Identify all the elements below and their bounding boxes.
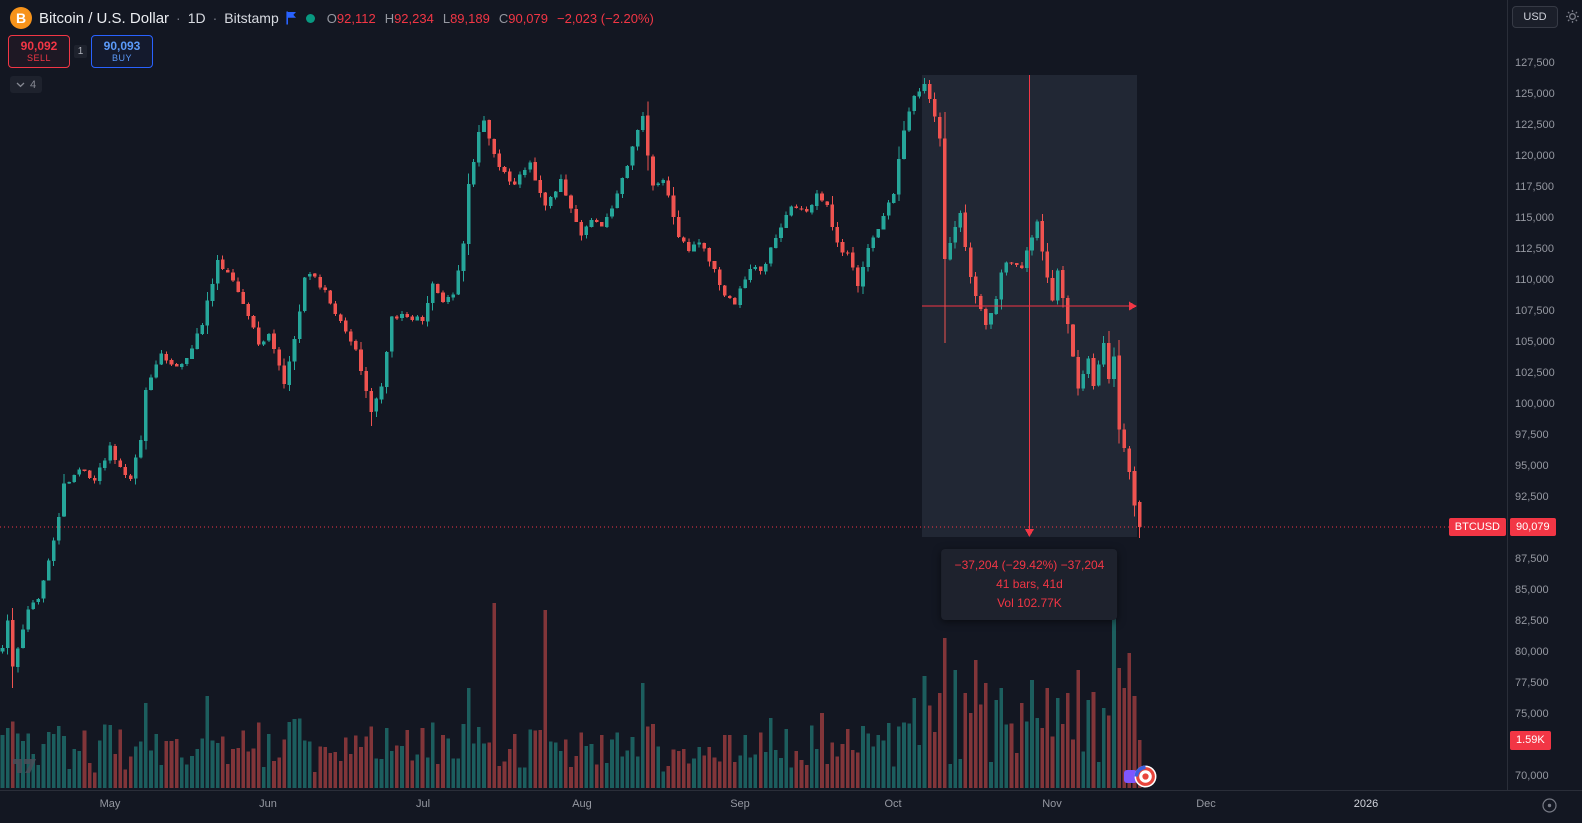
settings-gear-icon[interactable] bbox=[1565, 9, 1580, 29]
price-tick-list: 127,500 125,000 122,500 120,000 117,500 115,0… bbox=[1508, 0, 1582, 790]
buy-button[interactable]: 90,093 BUY bbox=[91, 35, 153, 68]
crosshair-target-icon[interactable] bbox=[1541, 797, 1558, 819]
price-tick-label: 92,500 bbox=[1515, 490, 1549, 503]
measure-tooltip: −37,204 (−29.42%) −37,204 41 bars, 41d V… bbox=[941, 549, 1118, 621]
time-tick-label: May bbox=[99, 798, 121, 810]
chevron-down-icon bbox=[16, 82, 25, 88]
price-tick-label: 125,000 bbox=[1515, 87, 1555, 100]
legend-collapse-toggle[interactable]: 4 bbox=[10, 76, 43, 93]
bitcoin-logo-icon: B bbox=[10, 7, 32, 29]
price-tick-label: 110,000 bbox=[1515, 273, 1554, 286]
low-label: L bbox=[442, 10, 451, 26]
price-tick-label: 127,500 bbox=[1515, 56, 1555, 69]
collapsed-count: 4 bbox=[30, 78, 37, 91]
time-axis[interactable]: May Jun Jul Aug Sep Oct Nov Dec 2026 bbox=[0, 790, 1582, 823]
currency-toggle-button[interactable]: USD bbox=[1512, 6, 1558, 28]
price-tick-label: 120,000 bbox=[1515, 149, 1555, 162]
high-value: 92,234 bbox=[394, 10, 434, 26]
trade-widget: 90,092 SELL 1 90,093 BUY bbox=[8, 35, 153, 68]
high-label: H bbox=[384, 10, 395, 26]
time-tick-label: 2026 bbox=[1353, 798, 1379, 810]
price-tick-label: 117,500 bbox=[1515, 180, 1554, 193]
legend-separator: · bbox=[176, 10, 181, 26]
time-tick-label: Jun bbox=[259, 798, 277, 810]
time-tick-label: Aug bbox=[572, 798, 592, 810]
time-tick-list: May Jun Jul Aug Sep Oct Nov Dec 2026 bbox=[0, 791, 1582, 823]
price-tick-label: 97,500 bbox=[1515, 428, 1549, 441]
tradingview-logo[interactable] bbox=[12, 756, 42, 781]
price-tick-label: 82,500 bbox=[1515, 615, 1549, 628]
sell-button[interactable]: 90,092 SELL bbox=[8, 35, 70, 68]
time-tick-label: Sep bbox=[730, 798, 750, 810]
sell-label: SELL bbox=[26, 53, 52, 63]
price-tick-label: 87,500 bbox=[1515, 552, 1549, 565]
volume-value-tag: 1.59K bbox=[1510, 731, 1551, 750]
price-tick-label: 70,000 bbox=[1515, 770, 1549, 783]
time-tick-label: Nov bbox=[1042, 798, 1062, 810]
change-value: −2,023 (−2.20%) bbox=[557, 10, 654, 26]
spread-value: 1 bbox=[73, 45, 88, 58]
symbol-price-flag: BTCUSD bbox=[1448, 518, 1506, 536]
buy-price: 90,093 bbox=[103, 39, 141, 53]
market-status-icon[interactable] bbox=[305, 13, 315, 23]
ohlc-readout: O92,112 H92,234 L89,189 C90,079 −2,023 (… bbox=[327, 11, 654, 26]
measure-price-change: −37,204 (−29.42%) −37,204 bbox=[954, 558, 1105, 573]
interval-label[interactable]: 1D bbox=[187, 10, 206, 26]
buy-label: BUY bbox=[111, 53, 132, 63]
price-tick-label: 85,000 bbox=[1515, 584, 1549, 596]
price-tick-label: 80,000 bbox=[1515, 646, 1549, 659]
time-tick-label: Dec bbox=[1196, 798, 1216, 810]
low-value: 89,189 bbox=[450, 10, 490, 26]
measure-bars: 41 bars, 41d bbox=[996, 577, 1063, 592]
economic-event-icon[interactable] bbox=[1134, 765, 1157, 790]
close-value: 90,079 bbox=[508, 10, 548, 26]
price-tick-label: 115,000 bbox=[1515, 211, 1554, 224]
price-tick-label: 122,500 bbox=[1515, 118, 1555, 131]
time-tick-label: Jul bbox=[415, 798, 431, 810]
flag-icon[interactable] bbox=[286, 11, 297, 25]
price-tick-label: 75,000 bbox=[1515, 708, 1549, 721]
measure-volume: Vol 102.77K bbox=[997, 596, 1062, 611]
price-tick-label: 112,500 bbox=[1515, 242, 1554, 255]
event-sparkle-icon[interactable] bbox=[1124, 770, 1137, 783]
price-tick-label: 105,000 bbox=[1515, 335, 1555, 348]
open-value: 92,112 bbox=[336, 10, 376, 26]
chart-pane[interactable]: B Bitcoin / U.S. Dollar · 1D · Bitstamp … bbox=[0, 0, 1507, 790]
time-tick-label: Oct bbox=[884, 798, 902, 810]
price-tick-label: 100,000 bbox=[1515, 397, 1555, 410]
price-axis[interactable]: USD 127,500 125,000 122,500 120,000 117,500 1… bbox=[1507, 0, 1582, 790]
symbol-title[interactable]: Bitcoin / U.S. Dollar bbox=[39, 9, 170, 27]
close-label: C bbox=[498, 10, 509, 26]
symbol-legend: B Bitcoin / U.S. Dollar · 1D · Bitstamp … bbox=[10, 7, 654, 29]
sell-price: 90,092 bbox=[20, 39, 58, 53]
price-tick-label: 77,500 bbox=[1515, 677, 1549, 690]
exchange-label[interactable]: Bitstamp bbox=[224, 10, 279, 26]
candlestick-chart[interactable] bbox=[0, 0, 1507, 790]
open-label: O bbox=[326, 10, 337, 26]
price-tick-label: 102,500 bbox=[1515, 366, 1555, 379]
price-tick-label: 95,000 bbox=[1515, 459, 1549, 472]
legend-separator: · bbox=[212, 10, 218, 26]
last-price-tag: 90,079 bbox=[1510, 518, 1556, 536]
price-tick-label: 107,500 bbox=[1515, 304, 1555, 317]
